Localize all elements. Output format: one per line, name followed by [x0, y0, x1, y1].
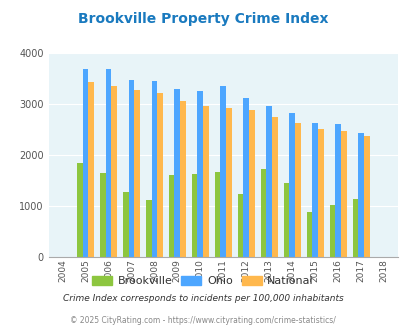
Bar — [145, 200, 151, 257]
Bar — [122, 192, 128, 257]
Bar — [100, 173, 105, 257]
Bar — [180, 101, 185, 257]
Bar — [271, 117, 277, 257]
Bar — [168, 175, 174, 257]
Bar — [128, 80, 134, 257]
Bar — [88, 82, 94, 257]
Bar — [220, 85, 226, 257]
Bar — [202, 106, 209, 257]
Bar — [237, 194, 243, 257]
Bar — [311, 123, 317, 257]
Bar — [191, 174, 197, 257]
Bar — [157, 93, 162, 257]
Bar — [243, 98, 249, 257]
Bar — [214, 172, 220, 257]
Bar — [340, 131, 346, 257]
Text: Crime Index corresponds to incidents per 100,000 inhabitants: Crime Index corresponds to incidents per… — [62, 294, 343, 303]
Bar — [352, 199, 357, 257]
Bar — [226, 108, 231, 257]
Bar — [357, 133, 363, 257]
Bar — [306, 212, 311, 257]
Bar — [335, 124, 340, 257]
Bar — [317, 129, 323, 257]
Bar — [151, 81, 157, 257]
Bar — [260, 169, 266, 257]
Bar — [82, 69, 88, 257]
Bar — [174, 88, 180, 257]
Bar — [105, 69, 111, 257]
Bar — [329, 205, 335, 257]
Bar — [283, 183, 289, 257]
Legend: Brookville, Ohio, National: Brookville, Ohio, National — [87, 271, 318, 290]
Bar — [197, 91, 202, 257]
Bar — [134, 90, 140, 257]
Bar — [289, 113, 294, 257]
Bar — [77, 163, 82, 257]
Bar — [266, 106, 271, 257]
Text: Brookville Property Crime Index: Brookville Property Crime Index — [78, 12, 327, 25]
Bar — [294, 123, 300, 257]
Bar — [363, 136, 369, 257]
Bar — [111, 86, 117, 257]
Text: © 2025 CityRating.com - https://www.cityrating.com/crime-statistics/: © 2025 CityRating.com - https://www.city… — [70, 316, 335, 325]
Bar — [249, 110, 254, 257]
